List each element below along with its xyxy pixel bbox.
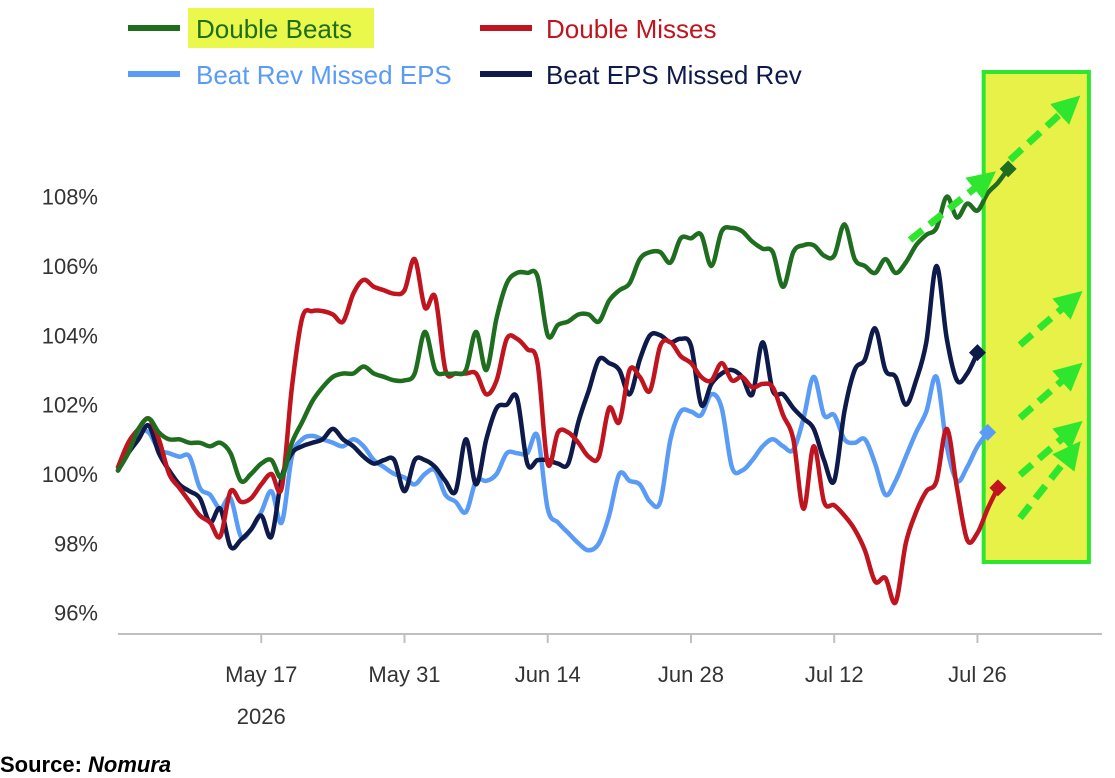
y-tick-label: 108% (42, 185, 98, 210)
legend-label-beat-eps-missed-rev: Beat EPS Missed Rev (546, 60, 802, 90)
series-line-double-misses (115, 256, 1001, 606)
x-tick-sublabel: 2026 (237, 704, 286, 729)
y-tick-label: 104% (42, 323, 98, 348)
x-tick-label: Jul 26 (948, 662, 1007, 687)
x-tick-label: Jun 28 (658, 662, 724, 687)
y-axis-ticks: 96% 98% 100% 102% 104% 106% 108% (42, 185, 98, 626)
series-end-marker-beat-eps-missed-rev (968, 344, 986, 362)
y-tick-label: 106% (42, 254, 98, 279)
y-tick-label: 100% (42, 462, 98, 487)
legend-label-beat-rev-missed-eps: Beat Rev Missed EPS (196, 60, 452, 90)
x-tick-label: May 17 (225, 662, 297, 687)
series-end-marker-double-misses (989, 479, 1007, 497)
trend-arrow (1017, 362, 1083, 421)
legend: Double Beats Double Misses Beat Rev Miss… (128, 8, 802, 90)
trend-arrows (907, 95, 1083, 521)
trend-arrow (1017, 420, 1083, 478)
source-label: Source: (0, 752, 82, 777)
y-tick-label: 102% (42, 393, 98, 418)
y-tick-label: 98% (54, 531, 98, 556)
x-tick-label: Jul 12 (805, 662, 864, 687)
trend-arrow (907, 171, 996, 243)
series-end-marker-double-beats (999, 160, 1017, 178)
trend-arrow (1017, 290, 1083, 348)
series-line-double-beats (115, 166, 1011, 484)
trend-arrow (1007, 95, 1081, 163)
x-tick-label: Jun 14 (515, 662, 581, 687)
legend-label-double-beats: Double Beats (196, 14, 352, 44)
series-lines (115, 160, 1017, 606)
series-end-marker-beat-rev-missed-eps (979, 423, 997, 441)
x-tick-label: May 31 (368, 662, 440, 687)
y-tick-label: 96% (54, 601, 98, 626)
source-name: Nomura (88, 752, 172, 777)
legend-label-highlight (188, 8, 374, 48)
legend-label-double-misses: Double Misses (546, 14, 717, 44)
source-note: Source: Nomura (0, 752, 171, 778)
trend-arrow (1017, 441, 1081, 521)
series-line-beat-rev-missed-eps (115, 374, 990, 553)
x-axis: May 17 2026 May 31 Jun 14 Jun 28 Jul 12 Jul 26 (118, 633, 1102, 729)
